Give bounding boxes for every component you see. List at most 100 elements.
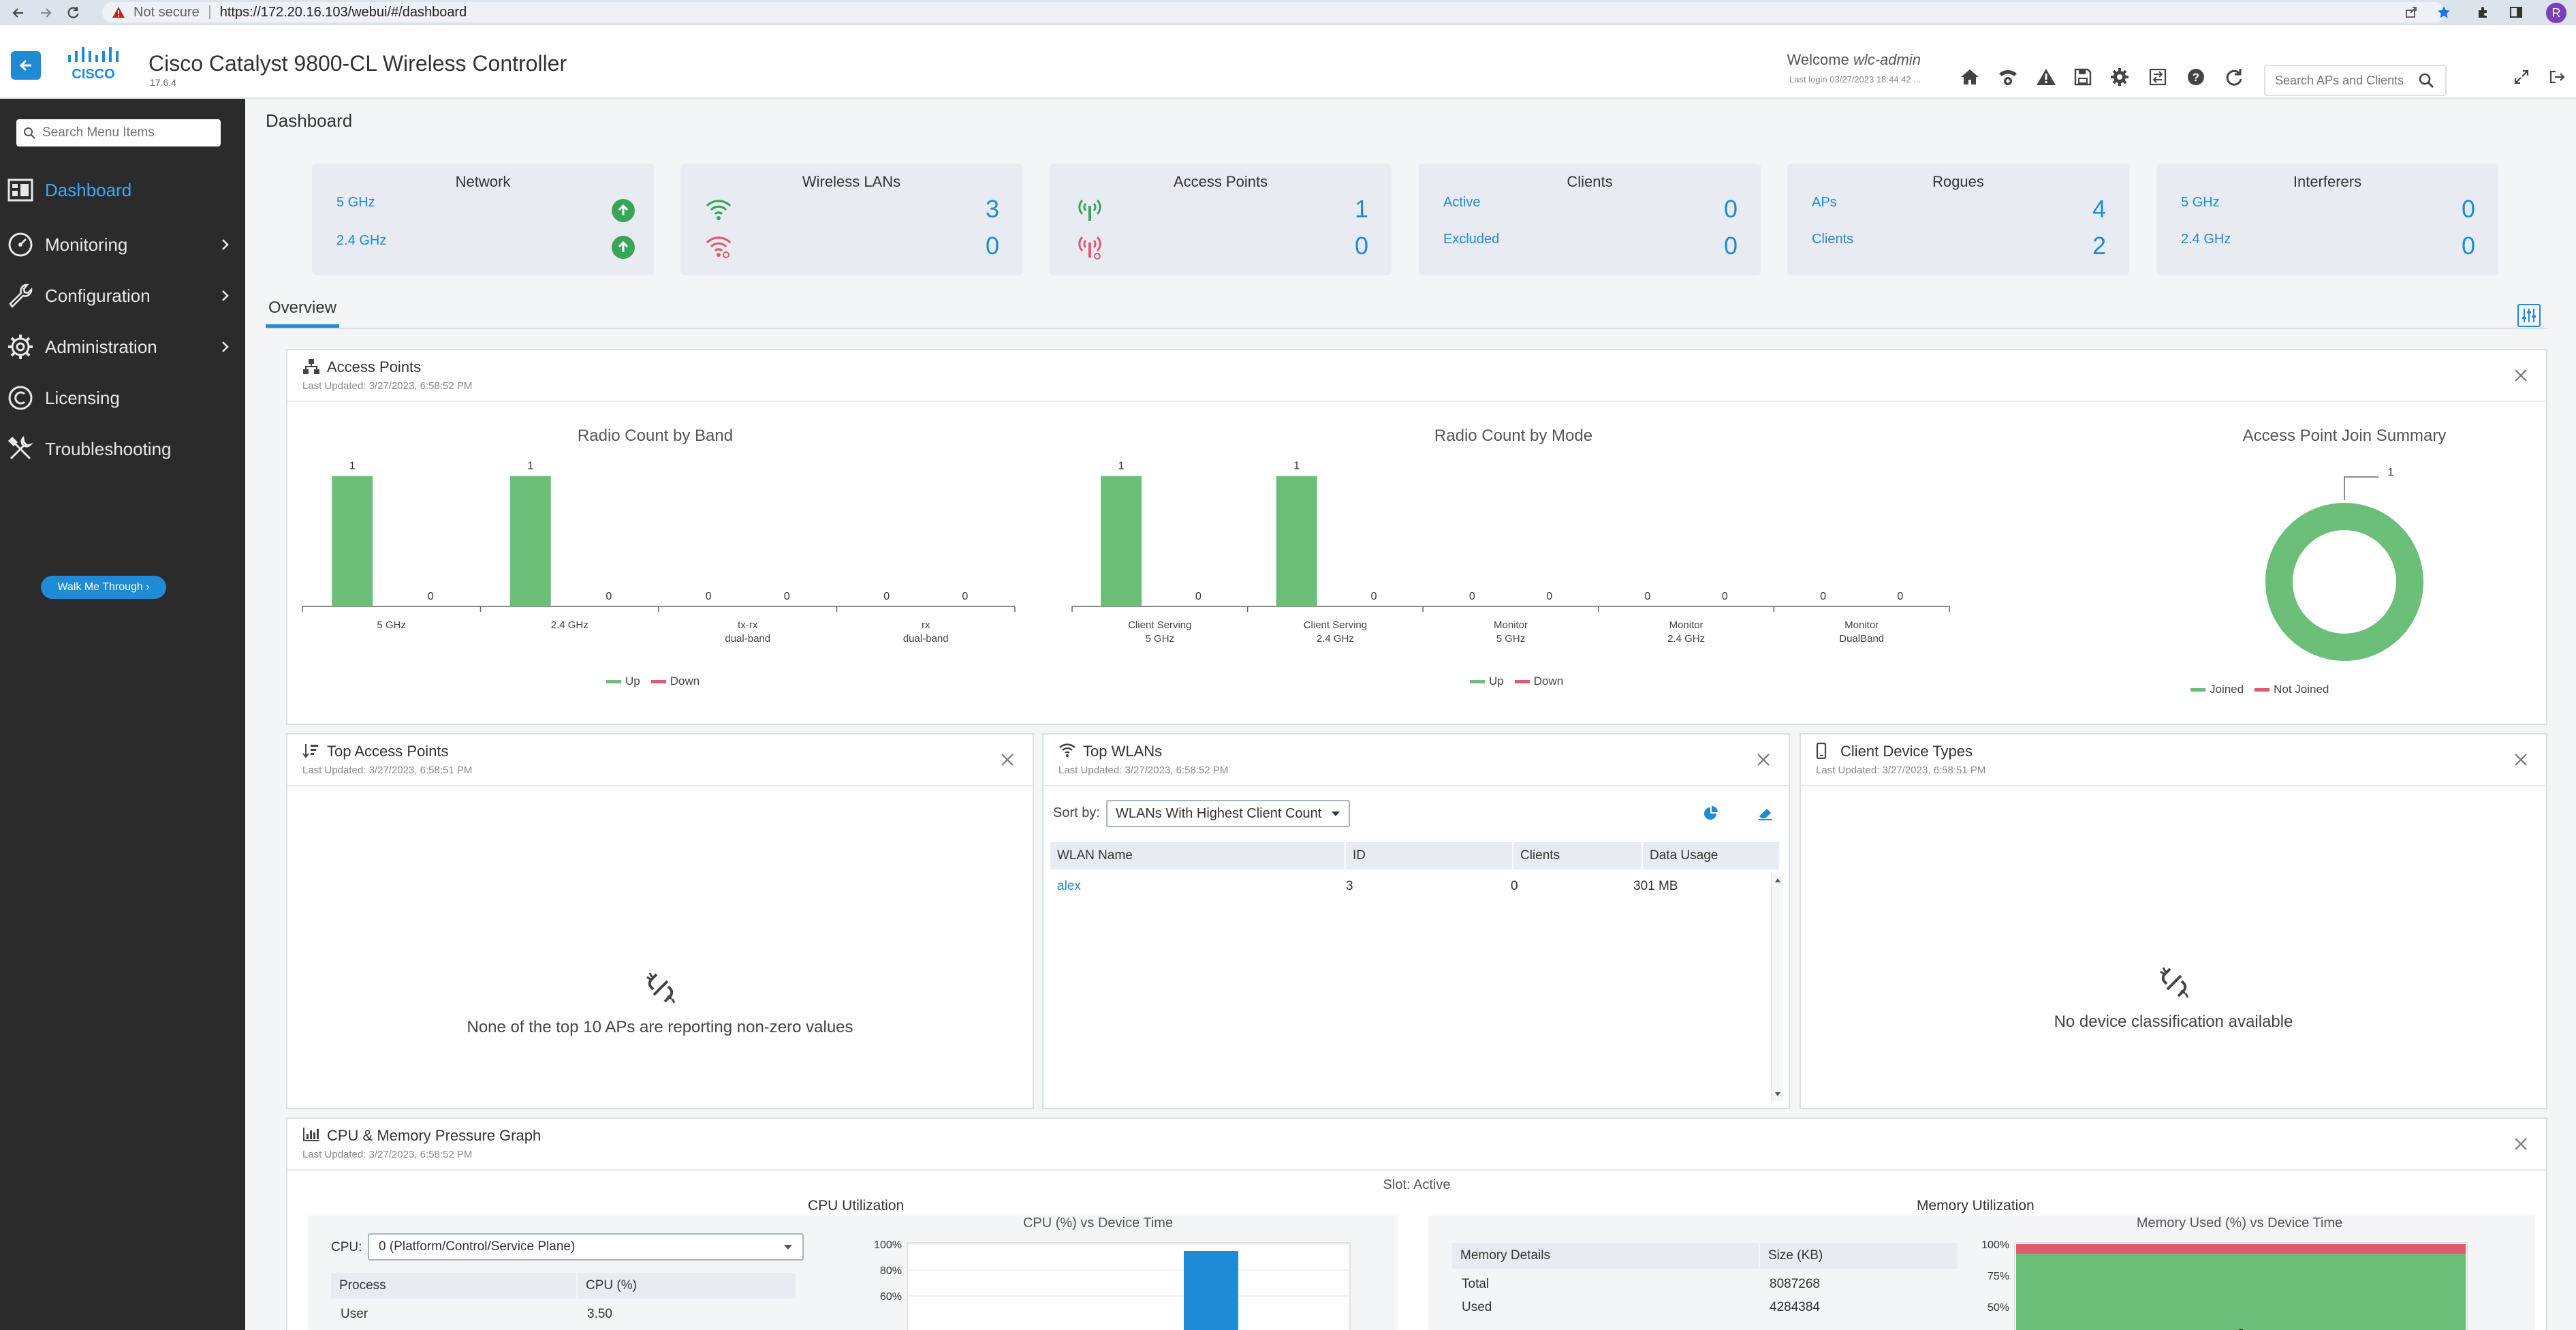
close-icon[interactable] [1000, 752, 1015, 767]
wlan-name-link[interactable]: alex [1057, 879, 1081, 893]
rogue-clients-link[interactable]: Clients [1812, 232, 1854, 247]
close-icon[interactable] [2513, 752, 2528, 767]
interferers-5ghz-link[interactable]: 5 GHz [2181, 195, 2220, 210]
search-icon[interactable] [2418, 72, 2434, 89]
chevron-right-icon [222, 290, 229, 301]
bookmark-star-icon[interactable] [2434, 3, 2453, 22]
category-label: 2.4 GHz [551, 619, 588, 631]
menu-search[interactable] [16, 119, 221, 146]
fullscreen-icon[interactable] [2509, 65, 2534, 89]
data-label-up: 1 [527, 461, 533, 472]
alert-icon[interactable] [2034, 65, 2058, 89]
rogue-aps-count[interactable]: 4 [2092, 195, 2106, 223]
address-bar[interactable]: Not secure https://172.20.16.103/webui/#… [102, 2, 2445, 22]
ap-client-search[interactable] [2264, 65, 2447, 96]
access-points-tile[interactable]: Access Points 1 0 [1050, 164, 1392, 275]
clients-active-count[interactable]: 0 [1723, 195, 1738, 223]
cpu-select[interactable]: 0 (Platform/Control/Service Plane) [368, 1233, 804, 1261]
refresh-icon[interactable] [2222, 65, 2246, 89]
sidebar-item-configuration[interactable]: Configuration [0, 275, 245, 316]
clients-tile[interactable]: Clients Active 0 Excluded 0 [1419, 164, 1761, 275]
sidebar-item-licensing[interactable]: Licensing [0, 377, 245, 418]
legend-up[interactable]: Up [606, 675, 640, 688]
welcome-prefix: Welcome [1787, 51, 1849, 68]
pie-chart-icon[interactable] [1703, 805, 1719, 822]
column-header-size[interactable]: Size (KB) [1760, 1243, 1958, 1269]
clients-excluded-count[interactable]: 0 [1723, 232, 1738, 260]
wireless-setup-icon[interactable] [1996, 65, 2020, 89]
sort-by-select[interactable]: WLANs With Highest Client Count [1106, 800, 1350, 827]
join-summary-donut: 1 [2265, 467, 2423, 661]
back-arrow-icon[interactable] [10, 4, 27, 22]
close-icon[interactable] [2513, 1136, 2528, 1151]
tile-title: Wireless LANs [802, 173, 901, 190]
aps-down-count[interactable]: 0 [1354, 232, 1368, 260]
sidebar-item-label: Licensing [45, 387, 120, 408]
logout-icon[interactable] [2545, 65, 2569, 89]
walk-me-through-button[interactable]: Walk Me Through › [41, 576, 166, 599]
ap-client-search-input[interactable] [2275, 73, 2418, 88]
settings-gear-icon[interactable] [2107, 65, 2132, 89]
extensions-icon[interactable] [2474, 3, 2493, 22]
interferers-24ghz-link[interactable]: 2.4 GHz [2181, 232, 2231, 247]
legend-up[interactable]: Up [1470, 675, 1504, 688]
legend-not-joined[interactable]: Not Joined [2255, 683, 2329, 696]
wlans-down-count[interactable]: 0 [985, 232, 999, 260]
sidebar-item-label: Troubleshooting [45, 438, 172, 459]
eraser-icon[interactable] [1757, 805, 1774, 822]
legend-down[interactable]: Down [1514, 675, 1563, 688]
save-icon[interactable] [2071, 65, 2095, 89]
clients-active-link[interactable]: Active [1443, 195, 1481, 210]
category-label: 5 GHz [1496, 633, 1526, 645]
column-header-cpu[interactable]: CPU (%) [578, 1273, 796, 1299]
data-label-up: 1 [349, 461, 356, 472]
interferers-tile[interactable]: Interferers 5 GHz 0 2.4 GHz 0 [2156, 164, 2498, 275]
sidebar-item-monitoring[interactable]: Monitoring [0, 224, 245, 265]
forward-arrow-icon[interactable] [37, 4, 54, 22]
sidebar-item-troubleshooting[interactable]: Troubleshooting [0, 429, 245, 469]
column-header-memory-details[interactable]: Memory Details [1452, 1243, 1759, 1269]
transfer-icon[interactable] [2146, 65, 2170, 89]
table-scrollbar[interactable] [1771, 873, 1783, 1101]
network-24ghz-link[interactable]: 2.4 GHz [336, 233, 387, 248]
scroll-up-icon[interactable] [1774, 878, 1781, 883]
network-tile[interactable]: Network 5 GHz 2.4 GHz [312, 164, 654, 275]
rogue-aps-link[interactable]: APs [1812, 195, 1837, 210]
aps-up-count[interactable]: 1 [1354, 195, 1368, 223]
back-button[interactable] [11, 51, 41, 80]
share-icon[interactable] [2402, 3, 2421, 22]
sidepanel-icon[interactable] [2507, 3, 2526, 22]
column-header-data-usage[interactable]: Data Usage [1643, 842, 1780, 869]
wireless-lans-tile[interactable]: Wireless LANs 3 0 [680, 164, 1022, 275]
empty-message: None of the top 10 APs are reporting non… [467, 1018, 853, 1036]
tab-overview[interactable]: Overview [268, 298, 337, 317]
broken-link-icon [646, 972, 676, 1004]
scroll-down-icon[interactable] [1774, 1092, 1781, 1097]
reload-icon[interactable] [64, 4, 82, 22]
process-name: User [341, 1307, 368, 1321]
help-icon[interactable]: ? [2184, 65, 2208, 89]
close-icon[interactable] [1756, 752, 1771, 767]
customize-dashboard-button[interactable] [2517, 304, 2541, 327]
category-label: Monitor [1494, 619, 1528, 631]
profile-avatar[interactable]: R [2546, 3, 2566, 23]
menu-search-input[interactable] [42, 125, 213, 140]
home-icon[interactable] [1958, 65, 1982, 89]
rogue-clients-count[interactable]: 2 [2092, 232, 2106, 260]
rogues-tile[interactable]: Rogues APs 4 Clients 2 [1787, 164, 2129, 275]
legend-down[interactable]: Down [650, 675, 700, 688]
interferers-5ghz-count[interactable]: 0 [2461, 195, 2475, 223]
sidebar-item-administration[interactable]: Administration [0, 326, 245, 367]
close-icon[interactable] [2513, 368, 2528, 383]
sidebar-item-dashboard[interactable]: Dashboard [0, 170, 245, 211]
wlans-up-count[interactable]: 3 [985, 195, 999, 223]
column-header-process[interactable]: Process [331, 1273, 576, 1299]
column-header-wlan-name[interactable]: WLAN Name [1050, 842, 1346, 869]
interferers-24ghz-count[interactable]: 0 [2461, 232, 2475, 260]
slot-label: Slot: Active [1383, 1177, 1451, 1192]
column-header-clients[interactable]: Clients [1513, 842, 1643, 869]
network-5ghz-link[interactable]: 5 GHz [336, 195, 375, 210]
column-header-id[interactable]: ID [1346, 842, 1513, 869]
clients-excluded-link[interactable]: Excluded [1443, 232, 1500, 247]
legend-joined[interactable]: Joined [2190, 683, 2244, 696]
